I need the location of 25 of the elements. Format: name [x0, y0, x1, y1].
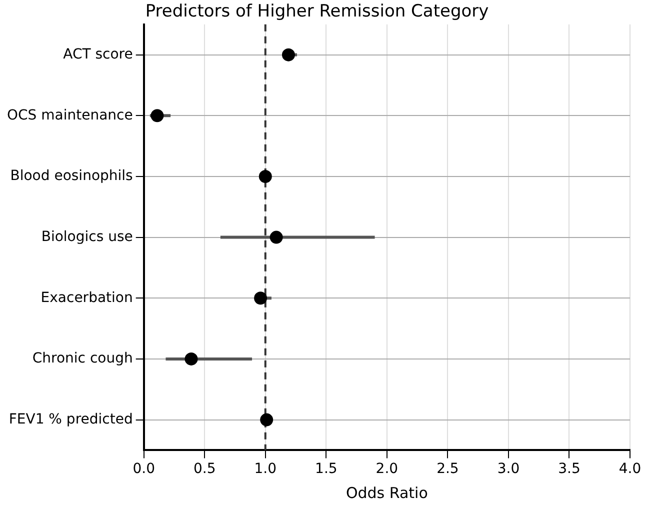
- point: [254, 292, 268, 305]
- x-tick-label: 3.5: [558, 461, 580, 478]
- y-tick-label: OCS maintenance: [6, 107, 133, 124]
- x-tick-label: 0.0: [132, 461, 155, 478]
- point: [184, 352, 198, 366]
- y-tick-label: Blood eosinophils: [10, 168, 133, 184]
- x-tick-label: 1.0: [254, 461, 277, 478]
- x-tick-label: 0.5: [193, 461, 216, 478]
- x-tick-label: 2.0: [376, 461, 398, 478]
- point: [260, 413, 274, 426]
- point: [150, 109, 164, 122]
- y-tick-label: Biologics use: [41, 228, 133, 245]
- y-tick-label: Exacerbation: [40, 290, 133, 306]
- point: [282, 48, 295, 62]
- x-tick-label: 1.5: [315, 461, 338, 478]
- y-tick-label: ACT score: [63, 46, 133, 62]
- x-tick-label: 4.0: [618, 461, 642, 478]
- x-axis-title: Odds Ratio: [346, 484, 428, 502]
- chart-title: Predictors of Higher Remission Category: [145, 2, 489, 22]
- y-tick-label: FEV1 % predicted: [8, 411, 133, 428]
- point: [258, 170, 272, 183]
- point: [270, 230, 283, 244]
- y-tick-label: Chronic cough: [32, 350, 133, 367]
- x-tick-label: 3.0: [497, 461, 520, 478]
- x-tick-label: 2.5: [436, 461, 459, 478]
